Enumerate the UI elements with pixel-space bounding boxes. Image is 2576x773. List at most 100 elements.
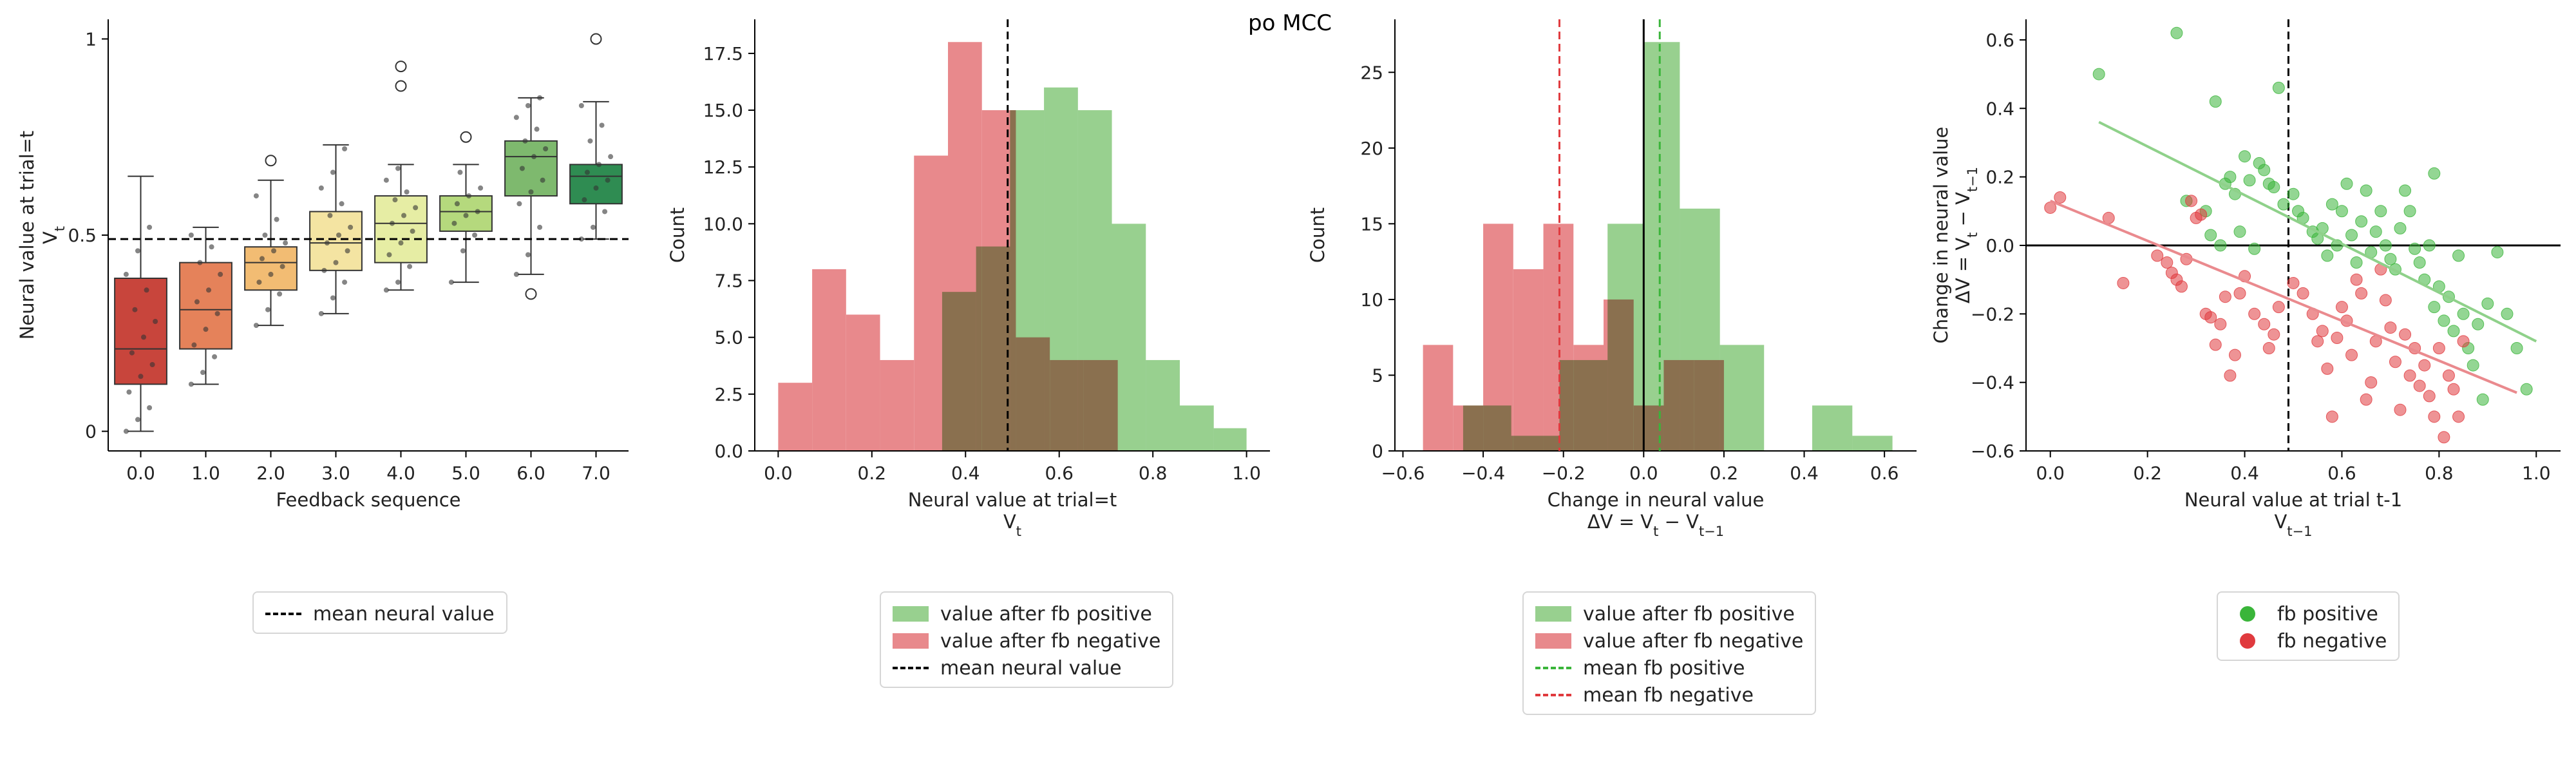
strip-point (543, 146, 549, 151)
legend-dash-line (1535, 667, 1571, 669)
legend-histogram-change: value after fb positive value after fb ne… (1522, 591, 1817, 715)
strip-point (194, 299, 200, 305)
strip-point (386, 252, 392, 258)
strip-point (256, 280, 262, 285)
strip-point (268, 271, 274, 277)
point-fb-negative (2248, 307, 2261, 320)
legend-label: value after fb negative (1583, 629, 1804, 653)
legend-label: mean fb negative (1583, 683, 1754, 707)
point-fb-positive (2467, 359, 2479, 372)
y-tick-label: 7.5 (714, 271, 743, 292)
legend-swatch (1535, 606, 1571, 622)
y-tick-label: 0 (85, 421, 97, 443)
strip-point (321, 267, 327, 273)
legend-label: value after fb negative (940, 629, 1161, 653)
strip-point (141, 334, 147, 340)
point-fb-negative (2297, 287, 2309, 300)
legend-item: value after fb positive (1535, 600, 1803, 627)
x-axis-label: Change in neural value (1548, 489, 1765, 511)
point-fb-negative (2345, 348, 2358, 361)
strip-point (191, 342, 197, 348)
legend-swatch (893, 606, 929, 622)
strip-point (135, 248, 140, 254)
point-fb-positive (2379, 239, 2392, 252)
y-tick-label: 0.2 (1985, 167, 2014, 188)
bar-value-after-fb-positive (1180, 405, 1214, 451)
point-fb-negative (2287, 276, 2300, 289)
y-tick-label: 2.5 (714, 384, 743, 405)
legend-dash-line (1535, 694, 1571, 696)
strip-point (153, 319, 158, 324)
strip-point (466, 193, 472, 199)
point-fb-negative (2399, 328, 2412, 341)
bar-change-after-fb-positive (1463, 405, 1511, 451)
strip-point (271, 248, 277, 254)
y-tick-label: 20 (1360, 138, 1383, 159)
bar-change-after-fb-positive (1852, 435, 1893, 451)
point-fb-positive (2413, 256, 2426, 269)
y-tick-label: 10.0 (703, 213, 743, 234)
strip-point (200, 370, 205, 376)
point-fb-positive (2340, 177, 2353, 190)
point-fb-positive (2335, 205, 2348, 218)
strip-point (253, 193, 259, 199)
point-fb-negative (2442, 369, 2455, 382)
strip-point (318, 310, 324, 316)
strip-point (404, 189, 410, 195)
point-fb-negative (2423, 390, 2436, 403)
bar-value-after-fb-negative (846, 314, 880, 451)
strip-point (149, 362, 155, 367)
strip-point (188, 233, 194, 238)
strip-point (608, 154, 614, 160)
strip-point (602, 209, 608, 215)
point-fb-positive (2374, 205, 2387, 218)
point-fb-positive (2399, 184, 2412, 197)
bar-value-after-fb-negative (880, 359, 914, 451)
strip-point (537, 224, 543, 230)
strip-point (342, 146, 348, 151)
strip-point (147, 405, 153, 410)
legend-item: fb negative (2230, 627, 2387, 654)
strip-point (513, 115, 519, 120)
strip-point (525, 252, 531, 258)
box-6.0 (504, 140, 558, 197)
strip-point (126, 389, 132, 395)
point-fb-positive (2355, 215, 2368, 228)
strip-point (395, 166, 401, 171)
y-tick-label: 0.5 (68, 225, 97, 246)
strip-point (451, 220, 457, 226)
strip-point (596, 162, 602, 167)
legend-label: value after fb positive (940, 602, 1152, 625)
point-fb-positive (2243, 174, 2256, 187)
legend-dash-line (893, 667, 929, 669)
x-tick-label: 0.4 (2230, 463, 2259, 484)
point-fb-negative (2117, 276, 2130, 289)
strip-point (582, 197, 587, 203)
bar-change-after-fb-positive (1643, 42, 1680, 451)
y-tick-label: 0.6 (1985, 30, 2014, 51)
point-fb-negative (2175, 280, 2188, 293)
point-fb-positive (2214, 239, 2227, 252)
x-tick-label: 0.4 (951, 463, 980, 484)
figure-suptitle: po MCC (1248, 10, 1332, 36)
strip-point (392, 197, 398, 203)
x-tick-label: 0.0 (1629, 463, 1658, 484)
bar-value-after-fb-negative (778, 383, 813, 451)
strip-point (209, 244, 214, 250)
point-fb-positive (2476, 393, 2489, 406)
strip-point (516, 201, 522, 207)
strip-point (519, 166, 525, 171)
point-fb-negative (2365, 376, 2378, 389)
strip-point (413, 205, 419, 211)
strip-point (522, 138, 528, 144)
point-fb-negative (2438, 431, 2450, 444)
box-7.0 (569, 164, 623, 205)
strip-point (277, 291, 283, 297)
point-fb-negative (2321, 362, 2334, 375)
point-fb-positive (2287, 187, 2300, 200)
point-fb-negative (2151, 249, 2164, 262)
y-tick-label: 1 (85, 28, 97, 50)
box-outlier (265, 155, 277, 167)
x-tick-label: −0.2 (1542, 463, 1586, 484)
x-tick-label: 2.0 (256, 463, 285, 484)
